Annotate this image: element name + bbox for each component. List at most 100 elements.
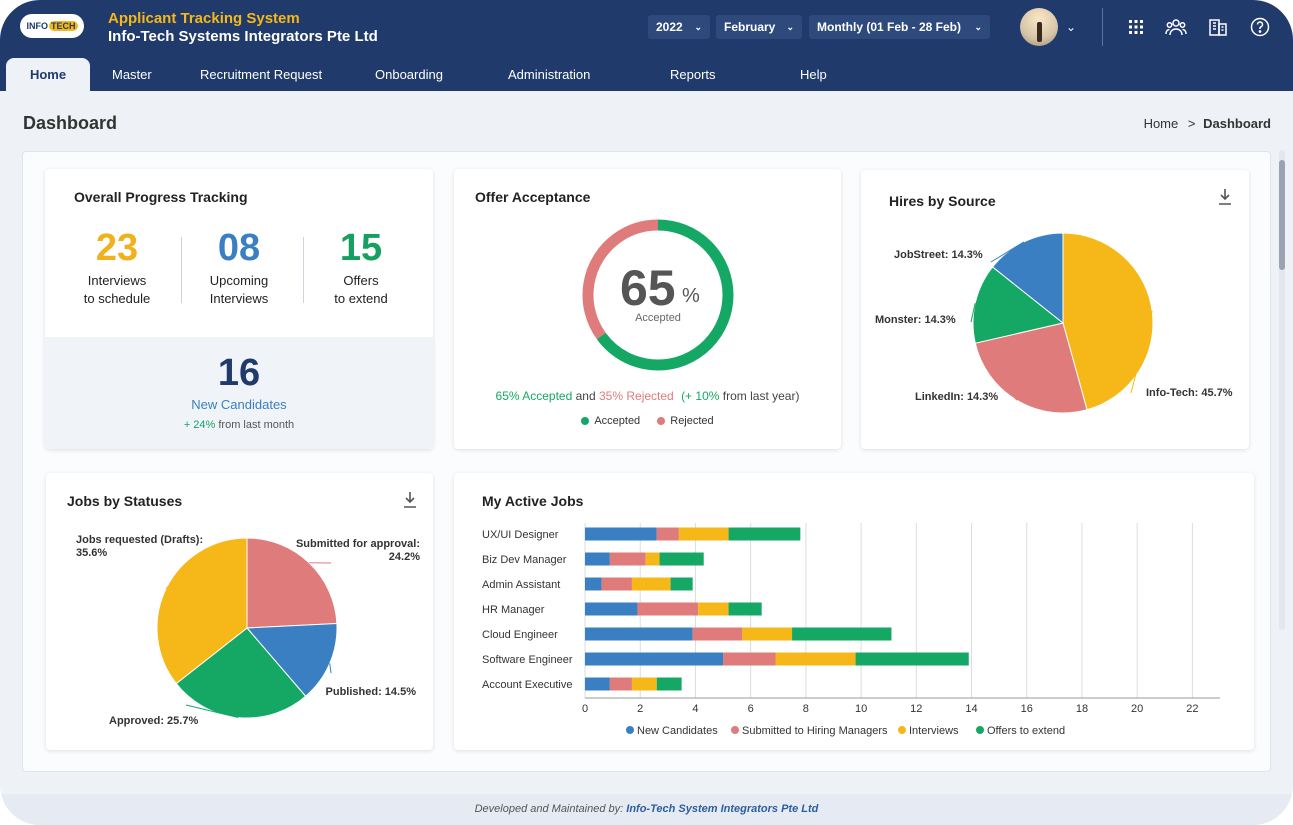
bar-segment-new-candidates[interactable] — [585, 527, 657, 541]
pie-label: LinkedIn: 14.3% — [915, 391, 998, 403]
bar-segment-submitted-to-hiring-managers[interactable] — [609, 552, 646, 566]
footer-prefix: Developed and Maintained by: — [474, 803, 624, 815]
chevron-down-icon[interactable]: ⌄ — [1066, 20, 1077, 34]
month-select[interactable]: February ⌄ — [716, 15, 802, 39]
bar-segment-new-candidates[interactable] — [585, 552, 610, 566]
nav-help[interactable]: Help — [800, 67, 827, 82]
interviews-label: Interviews to schedule — [62, 272, 172, 308]
bar-segment-submitted-to-hiring-managers[interactable] — [723, 652, 776, 666]
nav-onboarding[interactable]: Onboarding — [375, 67, 443, 82]
building-icon[interactable] — [1207, 16, 1229, 38]
bar-segment-submitted-to-hiring-managers[interactable] — [609, 677, 632, 691]
bar-segment-interviews[interactable] — [645, 552, 660, 566]
legend-rejected[interactable]: Rejected — [670, 415, 714, 427]
chevron-down-icon: ⌄ — [786, 21, 794, 32]
breadcrumb-home[interactable]: Home — [1143, 116, 1179, 131]
bar-segment-offers-to-extend[interactable] — [855, 652, 969, 666]
pie-leader-line — [329, 663, 332, 674]
bar-segment-interviews[interactable] — [742, 627, 793, 641]
legend-item[interactable]: Offers to extend — [987, 725, 1065, 737]
bar-segment-new-candidates[interactable] — [585, 602, 638, 616]
year-select[interactable]: 2022 ⌄ — [648, 15, 710, 39]
period-select[interactable]: Monthly (01 Feb - 28 Feb) ⌄ — [809, 15, 990, 39]
jobs-by-statuses-card: Jobs by Statuses Submitted for approval:… — [46, 473, 433, 750]
bar-segment-new-candidates[interactable] — [585, 627, 693, 641]
header: INFO TECH Applicant Tracking System Info-… — [0, 0, 1293, 91]
pie-label: 35.6% — [76, 547, 107, 559]
legend-accepted[interactable]: Accepted — [594, 415, 641, 427]
bar-segment-offers-to-extend[interactable] — [728, 602, 762, 616]
hires-by-source-card: Hires by Source Info-Tech: 45.7% LinkedIn… — [861, 170, 1249, 449]
x-tick-label: 16 — [1021, 703, 1033, 715]
bar-segment-submitted-to-hiring-managers[interactable] — [692, 627, 743, 641]
bar-segment-new-candidates[interactable] — [585, 677, 610, 691]
nav-recruitment-request[interactable]: Recruitment Request — [200, 67, 323, 82]
pie-label: Info-Tech: 45.7% — [1146, 387, 1233, 399]
legend-dot — [976, 726, 984, 734]
org-title: Info-Tech Systems Integrators Pte Ltd — [108, 28, 378, 45]
bar-segment-offers-to-extend[interactable] — [728, 527, 801, 541]
offer-acceptance-card: Offer Acceptance 65 % Accepted 65% Accep… — [454, 169, 841, 449]
legend-dot-rejected — [657, 417, 666, 426]
nav-administration[interactable]: Administration — [508, 67, 591, 82]
bar-segment-interviews[interactable] — [698, 602, 729, 616]
app-title: Applicant Tracking System — [108, 10, 300, 27]
help-icon[interactable] — [1249, 16, 1271, 38]
pie-slice-published[interactable] — [245, 622, 338, 697]
x-tick-label: 20 — [1131, 703, 1143, 715]
offer-summary: 65% Accepted and 35% Rejected (+ 10% fro… — [454, 389, 841, 403]
bar-segment-offers-to-extend[interactable] — [792, 627, 892, 641]
nav-home[interactable]: Home — [6, 58, 90, 91]
footer-company[interactable]: Info-Tech System Integrators Pte Ltd — [626, 803, 819, 815]
pie-leader-line — [1130, 310, 1153, 394]
offer-center-label: Accepted — [635, 312, 681, 324]
bar-segment-new-candidates[interactable] — [585, 577, 602, 591]
legend-item[interactable]: Interviews — [909, 725, 959, 737]
user-avatar[interactable] — [1020, 8, 1058, 46]
legend-item[interactable]: Submitted to Hiring Managers — [742, 725, 888, 737]
bar-segment-offers-to-extend[interactable] — [670, 577, 693, 591]
bar-segment-offers-to-extend[interactable] — [656, 677, 682, 691]
legend-item[interactable]: New Candidates — [637, 725, 718, 737]
upcoming-label-line2: Interviews — [209, 291, 269, 306]
pie-label: JobStreet: 14.3% — [894, 249, 983, 261]
apps-grid-icon[interactable] — [1125, 16, 1147, 38]
progress-title: Overall Progress Tracking — [74, 189, 248, 205]
jobs-pie-chart: Submitted for approval:24.2% Published: 1… — [76, 534, 420, 727]
x-tick-label: 8 — [803, 703, 809, 715]
legend-dot — [731, 726, 739, 734]
change-text: from last month — [218, 419, 295, 431]
breadcrumb: Home > Dashboard — [1144, 116, 1271, 131]
bar-segment-interviews[interactable] — [631, 577, 671, 591]
x-tick-label: 22 — [1186, 703, 1198, 715]
bar-segment-submitted-to-hiring-managers[interactable] — [637, 602, 699, 616]
pie-slice-monster[interactable] — [972, 266, 1065, 344]
company-logo[interactable]: INFO TECH — [20, 14, 84, 38]
stat-divider — [181, 237, 182, 303]
upcoming-label: Upcoming Interviews — [184, 272, 294, 308]
new-candidates-label: New Candidates — [191, 397, 287, 412]
scrollbar[interactable] — [1279, 150, 1285, 630]
interviews-label-line1: Interviews — [87, 273, 147, 288]
scrollbar-thumb[interactable] — [1279, 160, 1285, 270]
bar-segment-submitted-to-hiring-managers[interactable] — [601, 577, 632, 591]
bar-segment-interviews[interactable] — [775, 652, 856, 666]
download-icon[interactable] — [1218, 188, 1232, 206]
bar-segment-submitted-to-hiring-managers[interactable] — [656, 527, 679, 541]
header-divider — [1102, 8, 1103, 46]
nav-reports[interactable]: Reports — [670, 67, 716, 82]
download-icon[interactable] — [403, 491, 417, 509]
pie-slice-submitted-for-approval[interactable] — [246, 537, 338, 629]
users-group-icon[interactable] — [1165, 16, 1187, 38]
nav-master[interactable]: Master — [112, 67, 152, 82]
y-category-label: Cloud Engineer — [482, 629, 558, 641]
bar-segment-offers-to-extend[interactable] — [659, 552, 704, 566]
upcoming-label-line1: Upcoming — [209, 273, 269, 288]
pie-label: Approved: 25.7% — [109, 715, 198, 727]
pie-label: Monster: 14.3% — [875, 314, 956, 326]
breadcrumb-current: Dashboard — [1203, 116, 1271, 131]
offer-donut — [582, 219, 734, 371]
bar-segment-interviews[interactable] — [678, 527, 729, 541]
bar-segment-interviews[interactable] — [631, 677, 657, 691]
bar-segment-new-candidates[interactable] — [585, 652, 724, 666]
